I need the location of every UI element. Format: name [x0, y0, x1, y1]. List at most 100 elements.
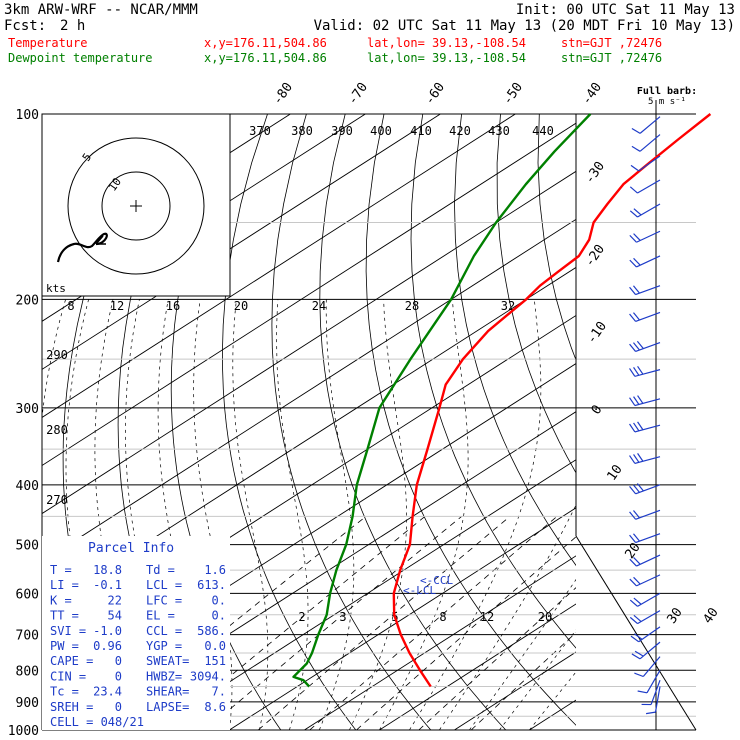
- isotherm-label: -10: [584, 319, 610, 347]
- parcel-label: T =: [50, 563, 72, 577]
- moist-adiabat: [319, 299, 355, 730]
- theta-label: 430: [488, 124, 510, 138]
- wind-key-line2: 5 m s⁻¹: [648, 97, 686, 107]
- parcel-label: YGP =: [146, 639, 182, 653]
- wind-barb-staff: [636, 554, 661, 567]
- dry-adiabat: [222, 114, 357, 730]
- parcel-label: CAPE =: [50, 654, 93, 668]
- moist-adiabat: [439, 504, 576, 730]
- mixing-ratio-label: 20: [538, 610, 552, 624]
- isotherm-line: [42, 266, 576, 611]
- parcel-label: SVI =: [50, 624, 86, 638]
- hodograph-axis-label: 28: [405, 299, 419, 313]
- parcel-label: LFC =: [146, 593, 182, 607]
- parcel-value: 0: [115, 654, 122, 668]
- theta-label: 400: [370, 124, 392, 138]
- pressure-label: 600: [16, 587, 39, 602]
- mixing-ratio-line: [356, 536, 576, 730]
- temp-legend-loc: x,y=176.11,504.86: [204, 36, 327, 50]
- mixing-ratio-label: 8: [439, 610, 446, 624]
- theta-label: 270: [46, 493, 68, 507]
- pressure-label: 200: [16, 293, 39, 308]
- parcel-value: 54: [108, 609, 122, 623]
- moist-adiabat: [232, 299, 269, 730]
- mixing-ratio-label: 12: [480, 610, 494, 624]
- parcel-label: SHEAR=: [146, 685, 189, 699]
- wind-barb-feather: [633, 597, 642, 605]
- parcel-label: PW =: [50, 639, 79, 653]
- wind-barb-feather: [629, 423, 636, 433]
- isotherm-line: [42, 114, 516, 418]
- parcel-label: K =: [50, 593, 72, 607]
- wind-barb-staff: [636, 255, 661, 268]
- dew-legend-name: Dewpoint temperature: [8, 51, 153, 65]
- wind-barb-feather: [637, 395, 644, 404]
- wind-barb-feather: [630, 164, 640, 172]
- dry-adiabat: [733, 114, 740, 730]
- wind-barb-feather: [629, 186, 638, 194]
- isotherm-label: -70: [345, 80, 371, 108]
- wind-barb-feather: [637, 453, 644, 462]
- mixing-ratio-label: 2: [298, 610, 305, 624]
- theta-label: 290: [46, 348, 68, 362]
- wind-barb-feather: [629, 558, 637, 567]
- wind-barb-feather: [631, 653, 641, 660]
- wind-barb-staff: [635, 342, 661, 353]
- skewed-right-edge: [575, 535, 697, 731]
- mixing-ratio-line: [470, 632, 576, 730]
- parcel-label: LAPSE=: [146, 700, 189, 714]
- isotherm-label: 10: [604, 462, 625, 483]
- theta-label: 390: [331, 124, 353, 138]
- wind-barb-staff: [635, 509, 661, 520]
- wind-barb-feather: [629, 343, 637, 352]
- parcel-info-box: Parcel Info T = 18.8 Td = 1.6 LI = -0.1 LCL = 6…: [42, 536, 230, 730]
- wind-barb-staff: [639, 116, 661, 134]
- parcel-value: 0.: [212, 593, 226, 607]
- wind-barb-staff: [635, 311, 661, 322]
- valid-time: Valid: 02 UTC Sat 11 May 13 (20 MDT Fri …: [314, 18, 735, 34]
- isotherm-line: [79, 411, 576, 730]
- moist-adiabat: [469, 578, 576, 730]
- theta-label: 370: [249, 124, 271, 138]
- wind-barb-staff: [635, 533, 661, 544]
- parcel-value: 8.6: [204, 700, 226, 714]
- parcel-value: 18.8: [93, 563, 122, 577]
- isotherm-line: [229, 507, 576, 730]
- parcel-value: 22: [108, 593, 122, 607]
- ccl-marker: <-CCL: [420, 574, 453, 587]
- hodograph-axis-label: 24: [312, 299, 326, 313]
- wind-barb-feather: [634, 672, 644, 678]
- dry-adiabat: [365, 114, 576, 726]
- dew-legend-latlon: lat,lon= 39.13,-108.54: [367, 51, 526, 65]
- lcl-marker: <-LCL: [403, 584, 436, 597]
- wind-barb-staff: [638, 155, 661, 172]
- isotherm-label: 20: [622, 540, 643, 561]
- wind-barb-staff: [639, 641, 661, 660]
- isotherm-line: [529, 699, 576, 730]
- wind-barb-staff: [650, 679, 661, 705]
- wind-barb-feather: [633, 510, 640, 519]
- wind-barb-feather: [630, 635, 640, 643]
- wind-barb-feather: [633, 342, 640, 351]
- wind-barb-staff: [636, 574, 661, 587]
- isotherm-line: [154, 459, 576, 730]
- temp-legend-stn: stn=GJT ,72476: [561, 36, 662, 50]
- wind-barb-staff: [646, 670, 661, 694]
- dry-adiabat: [656, 114, 740, 730]
- isotherm-label: 0: [589, 402, 606, 417]
- wind-barb-feather: [636, 340, 644, 350]
- pressure-label: 300: [16, 402, 39, 417]
- mixing-ratio-line: [257, 516, 511, 730]
- hodograph-axis-label: 16: [166, 299, 180, 313]
- parcel-title: Parcel Info: [88, 541, 174, 556]
- parcel-label: CIN =: [50, 669, 86, 683]
- wind-barb-feather: [633, 614, 642, 622]
- hodograph-trace: [56, 232, 108, 263]
- wind-barb-staff: [639, 134, 661, 152]
- wind-barb-feather: [629, 578, 637, 587]
- wind-barb-staff: [637, 179, 661, 194]
- theta-label: 420: [449, 124, 471, 138]
- parcel-label: EL =: [146, 609, 175, 623]
- parcel-value: 1.6: [204, 563, 226, 577]
- dry-adiabat: [578, 114, 740, 730]
